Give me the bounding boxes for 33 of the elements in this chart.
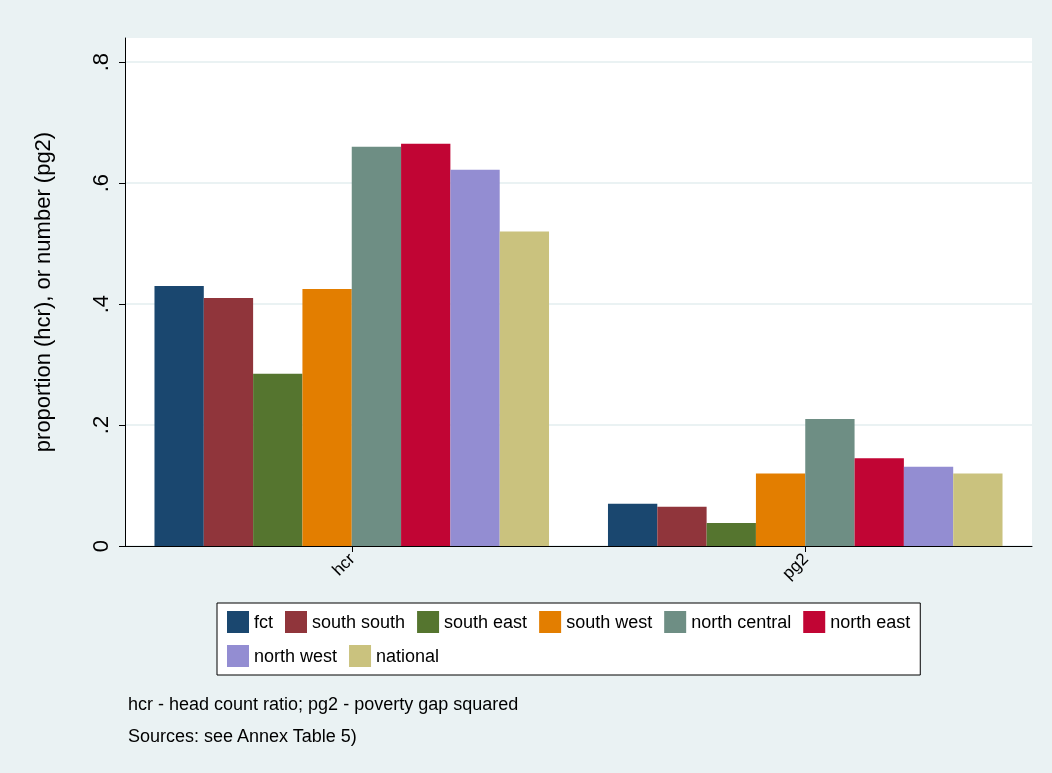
y-tick-label: 0 (87, 539, 113, 553)
bar (450, 169, 500, 546)
legend-label: south east (444, 612, 528, 632)
y-axis-title: proportion (hcr), or number (pg2) (29, 131, 55, 453)
bar (755, 473, 806, 546)
text: hcr - head count ratio; pg2 - poverty gap squared (128, 694, 519, 714)
y-tick-label: .8 (87, 53, 113, 72)
legend-label: north east (830, 612, 911, 632)
y-tick-label: .6 (87, 173, 113, 193)
bar (302, 288, 352, 546)
bar (499, 231, 550, 546)
bar (953, 473, 1003, 546)
bar (401, 143, 451, 546)
legend-label: south south (312, 612, 406, 632)
bar (854, 458, 904, 546)
legend-label: north west (254, 646, 338, 666)
y-tick-label: .2 (87, 415, 113, 435)
bar (351, 146, 402, 546)
legend-label: national (376, 646, 440, 666)
bar (154, 285, 204, 546)
bar (903, 466, 954, 546)
bar (706, 523, 756, 546)
bar (253, 373, 303, 546)
bar (203, 298, 254, 546)
bar (607, 503, 658, 546)
legend-label: north central (691, 612, 792, 632)
source-note: Sources: see Annex Table 5) (128, 726, 357, 746)
legend-label: fct (254, 612, 274, 632)
legend-label: south west (566, 612, 653, 632)
x-tick-label: hcr (328, 549, 359, 580)
bar (805, 419, 855, 546)
bar (657, 506, 707, 546)
y-tick-label: .4 (87, 294, 113, 314)
